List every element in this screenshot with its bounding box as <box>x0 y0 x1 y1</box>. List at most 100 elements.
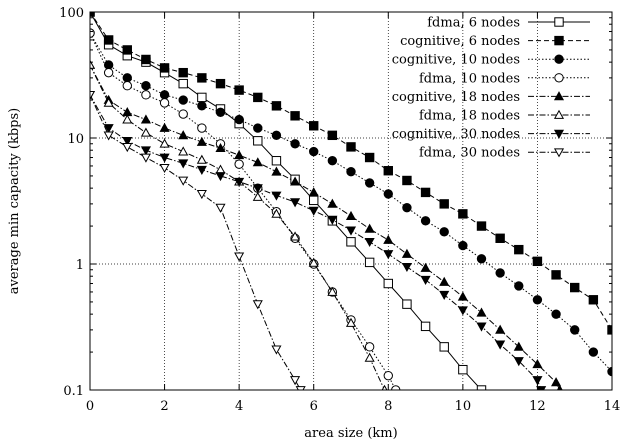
data-point <box>234 177 245 187</box>
data-point <box>420 321 431 332</box>
data-point <box>364 352 375 362</box>
series-3 <box>90 28 401 390</box>
data-point <box>271 156 282 166</box>
legend-marker <box>554 54 564 64</box>
series-line <box>90 64 386 390</box>
data-point <box>122 81 132 91</box>
data-point <box>90 90 96 101</box>
legend-label: cognitive, 6 nodes <box>400 34 520 49</box>
data-point <box>215 78 226 89</box>
data-point <box>308 206 319 216</box>
legend: fdma, 6 nodes cognitive, 6 nodes cognitive… <box>392 16 590 161</box>
data-point <box>122 73 132 83</box>
data-point <box>122 143 133 153</box>
data-point <box>159 98 170 108</box>
data-point <box>234 85 244 95</box>
x-tick-label: 4 <box>235 399 243 414</box>
x-axis-label: area size (km) <box>304 426 397 441</box>
y-tick-label: 1 <box>76 258 84 273</box>
data-point <box>215 164 226 174</box>
legend-label: fdma, 10 nodes <box>419 71 520 86</box>
data-point <box>402 175 412 186</box>
data-point <box>271 130 282 141</box>
data-point <box>178 146 189 156</box>
data-point <box>141 54 151 65</box>
data-point <box>252 191 263 201</box>
legend-marker <box>553 129 565 139</box>
data-point <box>551 309 561 319</box>
series-line <box>90 32 612 373</box>
legend-marker <box>553 148 565 158</box>
legend-item: fdma, 30 nodes <box>419 146 590 161</box>
legend-marker <box>554 35 564 46</box>
legend-item: cognitive, 10 nodes <box>392 53 590 68</box>
data-point <box>103 131 114 141</box>
data-point <box>197 92 207 103</box>
data-point <box>420 187 431 198</box>
data-point <box>327 156 338 166</box>
data-point <box>159 90 170 100</box>
data-point <box>551 377 562 387</box>
legend-marker <box>554 17 564 27</box>
data-point <box>345 226 357 236</box>
data-point <box>532 359 543 369</box>
data-point <box>140 114 151 124</box>
data-point <box>159 163 170 174</box>
data-point <box>197 73 207 83</box>
legend-label: fdma, 18 nodes <box>419 109 520 124</box>
data-point <box>383 189 393 199</box>
x-tick-label: 8 <box>384 399 392 414</box>
data-point <box>401 248 412 258</box>
data-point <box>309 146 319 157</box>
data-point <box>458 209 468 219</box>
axis-ticks: 0 2 4 6 8 10 12 14 0.1 1 10 100 <box>59 6 620 414</box>
data-point <box>271 191 282 201</box>
data-point <box>290 231 301 241</box>
data-point <box>476 322 487 332</box>
data-point <box>364 223 375 233</box>
legend-item: fdma, 6 nodes <box>427 16 590 31</box>
data-point <box>271 208 282 218</box>
data-point <box>439 276 450 286</box>
data-point <box>420 216 431 226</box>
series-4 <box>90 59 563 390</box>
data-point <box>122 45 132 55</box>
data-point <box>532 295 543 305</box>
data-point <box>215 107 226 117</box>
data-point <box>345 210 357 220</box>
data-point <box>514 281 524 291</box>
data-point <box>458 240 468 251</box>
y-axis-label: average min capacity (kbps) <box>7 108 22 294</box>
data-point <box>570 282 580 293</box>
data-point <box>364 152 375 163</box>
data-point <box>103 35 114 45</box>
data-point <box>234 114 244 125</box>
data-point <box>215 172 226 182</box>
data-point <box>570 325 580 335</box>
legend-marker <box>553 109 565 119</box>
data-point <box>308 257 319 267</box>
data-point <box>364 257 375 268</box>
data-point <box>271 101 282 111</box>
data-point <box>327 215 338 225</box>
data-point <box>327 198 338 208</box>
data-point <box>234 159 244 169</box>
data-point <box>458 364 468 375</box>
data-point <box>383 250 394 260</box>
data-point <box>159 153 170 163</box>
x-tick-label: 12 <box>529 399 546 414</box>
data-point <box>439 227 449 237</box>
data-point <box>495 233 505 243</box>
data-point <box>495 268 505 278</box>
data-point <box>141 81 151 91</box>
data-point <box>420 262 431 272</box>
data-point <box>551 270 561 280</box>
legend-label: cognitive, 10 nodes <box>392 53 520 68</box>
data-point <box>103 97 114 107</box>
x-tick-label: 14 <box>604 399 621 414</box>
legend-label: fdma, 30 nodes <box>419 146 520 161</box>
legend-item: fdma, 18 nodes <box>419 109 590 124</box>
data-point <box>253 136 263 146</box>
data-point <box>140 146 151 156</box>
